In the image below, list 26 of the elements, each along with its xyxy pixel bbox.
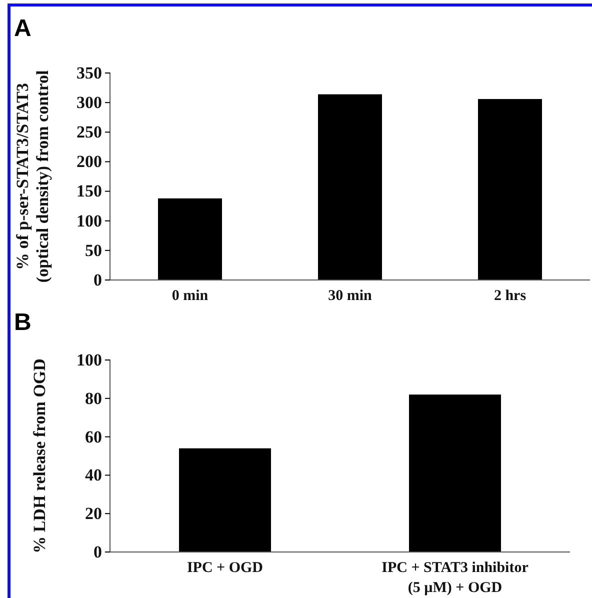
bar bbox=[478, 99, 542, 280]
y-axis-title: % LDH release from OGD bbox=[30, 358, 49, 554]
bar bbox=[318, 94, 382, 280]
y-tick-label: 50 bbox=[85, 240, 102, 260]
x-tick-label: 2 hrs bbox=[494, 288, 526, 304]
y-tick-label: 20 bbox=[85, 504, 102, 524]
chart-title: A bbox=[14, 15, 32, 42]
y-tick-label: 0 bbox=[94, 270, 102, 290]
y-tick-label: 100 bbox=[76, 350, 102, 370]
y-tick-label: 300 bbox=[76, 93, 102, 112]
y-tick-label: 150 bbox=[76, 182, 102, 201]
x-tick-label: 0 min bbox=[172, 288, 209, 304]
x-tick-label: 30 min bbox=[328, 288, 373, 304]
y-tick-label: 40 bbox=[85, 466, 102, 485]
x-tick-label: IPC + OGD bbox=[186, 560, 264, 576]
y-tick-label: 60 bbox=[85, 427, 102, 446]
y-tick-label: 350 bbox=[76, 63, 102, 82]
bar bbox=[158, 198, 222, 280]
x-tick-label: IPC + STAT3 inhibitor (5 µM) + OGD bbox=[382, 560, 529, 596]
y-tick-label: 0 bbox=[94, 542, 102, 562]
y-tick-label: 250 bbox=[76, 122, 102, 142]
y-tick-label: 100 bbox=[76, 211, 102, 230]
y-axis-title: % of p-ser-STAT3/STAT3 (optical density) from control bbox=[13, 70, 52, 283]
chart-title: B bbox=[14, 309, 32, 336]
y-tick-label: 80 bbox=[85, 388, 102, 408]
y-tick-label: 200 bbox=[76, 152, 102, 172]
